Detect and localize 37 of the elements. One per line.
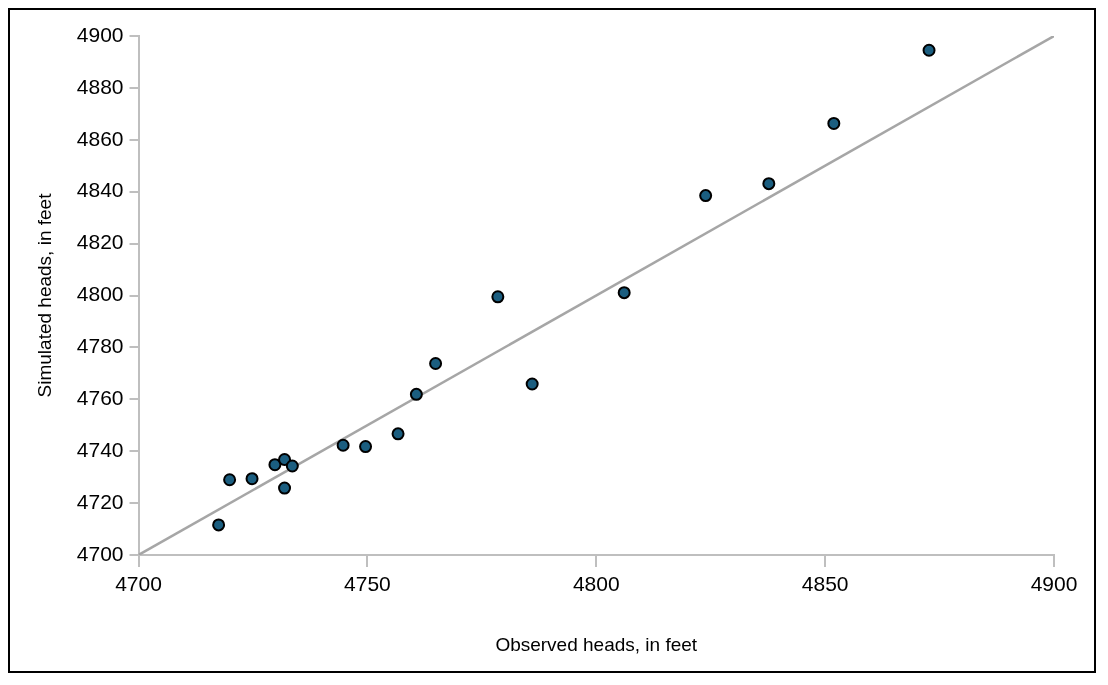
point [391, 427, 405, 441]
point [409, 387, 423, 401]
point [525, 377, 539, 391]
point [429, 356, 443, 370]
x-tick-label: 4750 [344, 572, 391, 596]
y-tick-label: 4780 [76, 334, 124, 358]
point [336, 438, 350, 452]
x-tick-label: 4800 [572, 572, 620, 596]
point [285, 459, 299, 473]
point [245, 472, 259, 486]
point [278, 481, 292, 495]
x-tick-label: 4700 [115, 572, 162, 596]
point [359, 440, 373, 454]
y-tick-label: 4740 [76, 438, 124, 461]
y-axis-title: Simulated heads, in feet [33, 192, 55, 398]
y-tick-label: 4700 [76, 541, 124, 565]
y-tick-label: 4880 [76, 74, 124, 98]
point [212, 518, 226, 532]
y-tick-label: 4840 [76, 178, 124, 202]
y-tick-label: 4800 [76, 282, 124, 306]
point [491, 290, 505, 304]
x-axis-title: Observed heads, in feet [495, 633, 698, 655]
point [922, 43, 936, 57]
x-tick-label: 4900 [1030, 572, 1078, 596]
point [617, 286, 631, 300]
point [699, 189, 713, 203]
y-tick-label: 4900 [76, 22, 124, 46]
point [223, 473, 237, 487]
point [827, 116, 841, 130]
y-tick-label: 4820 [76, 230, 124, 254]
point [762, 177, 776, 191]
point [278, 453, 292, 466]
point [268, 458, 282, 472]
y-tick-label: 4720 [76, 489, 124, 513]
y-tick-label: 4860 [76, 126, 124, 150]
x-tick-label: 4850 [801, 572, 849, 596]
y-tick-label: 4760 [76, 386, 124, 410]
